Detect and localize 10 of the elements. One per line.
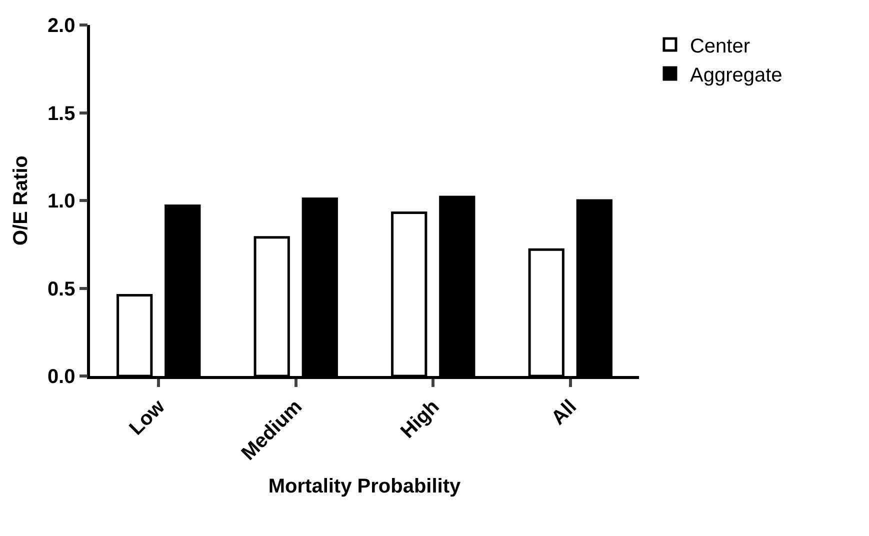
y-tick-label: 1.5 xyxy=(47,102,76,125)
legend-label: Center xyxy=(690,35,750,58)
y-tick-label: 1.0 xyxy=(47,190,76,212)
y-tick-label: 0.0 xyxy=(47,366,76,388)
y-tick-label: 2.0 xyxy=(47,15,76,37)
legend-label: Aggregate xyxy=(690,64,782,86)
x-tick-label: All xyxy=(547,396,581,430)
x-axis-title: Mortality Probability xyxy=(268,475,462,498)
y-axis-title: O/E Ratio xyxy=(10,155,32,246)
y-tick-label: 0.5 xyxy=(47,278,76,300)
